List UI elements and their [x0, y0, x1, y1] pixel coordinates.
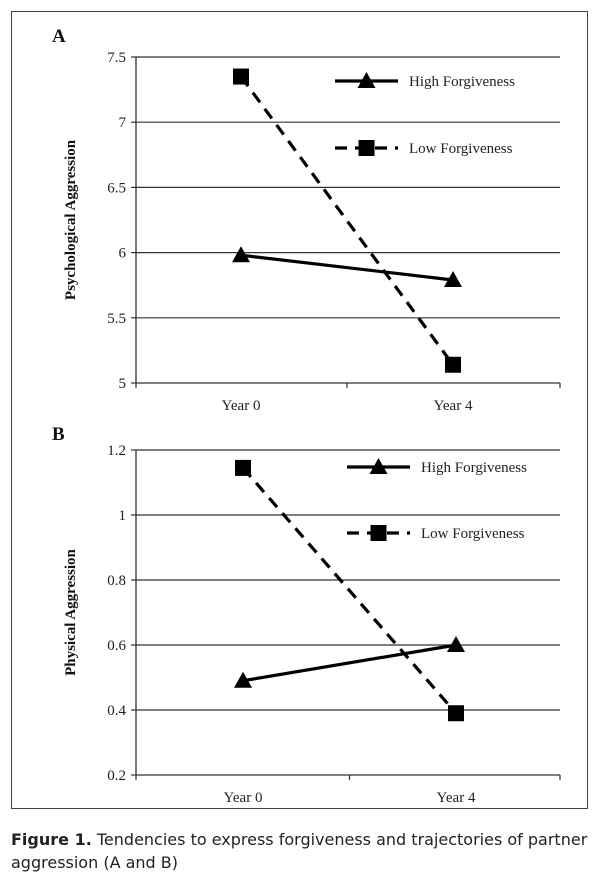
series-triangle-line-group: [234, 636, 465, 688]
y-tick-label: 0.4: [107, 703, 126, 719]
legend-label: Low Forgiveness: [409, 141, 513, 157]
y-tick-label: 5: [119, 376, 127, 392]
series-triangle-line-group: [232, 246, 462, 287]
data-point-triangle: [444, 270, 462, 287]
figure-caption: Figure 1. Tendencies to express forgiven…: [11, 828, 589, 874]
data-point-square: [445, 356, 461, 373]
y-tick-label: 6: [119, 246, 127, 262]
data-point-square: [233, 68, 249, 85]
y-tick-label: 0.2: [107, 768, 126, 784]
data-point-triangle: [234, 671, 252, 688]
y-axis-title: Physical Aggression: [63, 548, 79, 675]
legend-label: High Forgiveness: [421, 460, 527, 476]
panel-letter: B: [52, 424, 65, 445]
legend: High Forgiveness Low Forgiveness: [347, 458, 527, 542]
data-point-square: [448, 705, 464, 722]
y-axis-title: Psychological Aggression: [63, 139, 79, 300]
legend-label: High Forgiveness: [409, 74, 515, 90]
y-tick-label: 7.5: [107, 50, 126, 66]
legend-marker: [370, 525, 387, 541]
series-line: [242, 643, 457, 683]
caption-label: Figure 1.: [11, 830, 92, 849]
data-point-triangle: [232, 246, 250, 263]
caption-text: Tendencies to express forgiveness and tr…: [11, 830, 588, 872]
series-square-line-group: [233, 68, 461, 373]
series-line: [240, 253, 454, 282]
legend-label: Low Forgiveness: [421, 526, 525, 542]
legend: High Forgiveness Low Forgiveness: [335, 72, 515, 157]
series-line: [239, 75, 455, 366]
legend-marker: [369, 458, 388, 474]
y-tick-label: 1: [119, 508, 127, 524]
chart-panel-b: B 0.2 0.4 0.6 0.8 1 1.2 Year 0 Year 4 Physical Ag…: [52, 424, 561, 806]
series-square-line-group: [235, 459, 464, 722]
y-tick-label: 0.6: [107, 638, 126, 654]
figure-canvas: A 5 5.5 6 6.5 7 7.5 Year 0 Year 4 Psychological A…: [52, 26, 561, 806]
y-tick-label: 1.2: [107, 443, 126, 459]
legend-marker: [358, 140, 375, 156]
y-tick-label: 6.5: [107, 180, 126, 196]
panel-letter: A: [52, 26, 66, 47]
series-line: [241, 466, 458, 715]
y-tick-label: 5.5: [107, 311, 126, 327]
data-point-triangle: [447, 636, 465, 652]
x-tick-label: Year 4: [437, 790, 476, 806]
x-tick-label: Year 4: [434, 398, 473, 414]
data-point-square: [235, 459, 251, 476]
x-tick-label: Year 0: [222, 398, 261, 414]
x-tick-label: Year 0: [224, 790, 263, 806]
legend-marker: [357, 72, 376, 88]
y-tick-label: 0.8: [107, 573, 126, 589]
figure-frame: [11, 11, 588, 809]
y-tick-label: 7: [119, 115, 127, 131]
chart-panel-a: A 5 5.5 6 6.5 7 7.5 Year 0 Year 4 Psychological A…: [52, 26, 561, 414]
